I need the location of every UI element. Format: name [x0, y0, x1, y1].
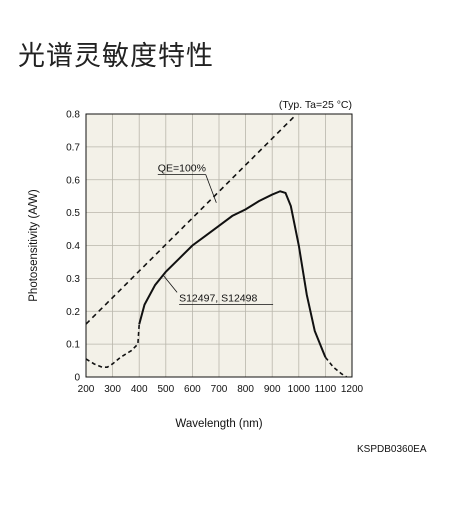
series-line-sensor — [138, 190, 327, 358]
y-tick-label: 0.3 — [66, 274, 80, 285]
x-tick-label: 500 — [157, 384, 174, 395]
series-group — [86, 116, 348, 377]
y-tick-label: 0.8 — [66, 110, 80, 121]
series-line-qe — [86, 116, 295, 325]
axis-ticks: 200 300 400 500 600 700 800 900 1000 1100 1200 0 0.1… — [66, 110, 363, 396]
sensor-series-label: S12497, S12498 — [179, 292, 257, 304]
y-tick-label: 0.7 — [66, 142, 80, 153]
grid — [86, 114, 352, 377]
condition-note: (Typ. Ta=25 °C) — [279, 99, 352, 111]
series-line-sensor-uv — [86, 324, 140, 368]
y-tick-label: 0.5 — [66, 208, 80, 219]
x-tick-label: 1200 — [341, 384, 364, 395]
x-tick-label: 400 — [131, 384, 148, 395]
x-axis-label: Wavelength (nm) — [175, 418, 262, 430]
page-title: 光谱灵敏度特性 — [18, 41, 214, 72]
x-tick-label: 300 — [104, 384, 121, 395]
qe-series-label: QE=100% — [158, 163, 206, 175]
y-tick-label: 0.1 — [66, 340, 80, 351]
x-tick-label: 700 — [211, 384, 228, 395]
qe-leader-tail — [205, 174, 217, 203]
plot-frame — [85, 113, 353, 378]
x-tick-label: 1100 — [315, 384, 337, 395]
x-tick-label: 900 — [264, 384, 281, 395]
y-axis-label: Photosensitivity (A/W) — [28, 189, 40, 302]
x-tick-label: 1000 — [288, 384, 311, 395]
y-tick-label: 0 — [74, 373, 80, 384]
y-tick-label: 0.6 — [66, 175, 80, 186]
annotations: QE=100% S12497, S12498 — [157, 163, 274, 305]
y-tick-label: 0.2 — [66, 307, 80, 318]
y-tick-label: 0.4 — [66, 241, 80, 252]
sensor-leader-line — [162, 274, 178, 293]
series-line-sensor-ir — [324, 356, 348, 377]
x-tick-label: 600 — [184, 384, 201, 395]
x-tick-label: 200 — [78, 384, 95, 395]
x-tick-label: 800 — [237, 384, 254, 395]
document-code: KSPDB0360EA — [357, 444, 427, 455]
